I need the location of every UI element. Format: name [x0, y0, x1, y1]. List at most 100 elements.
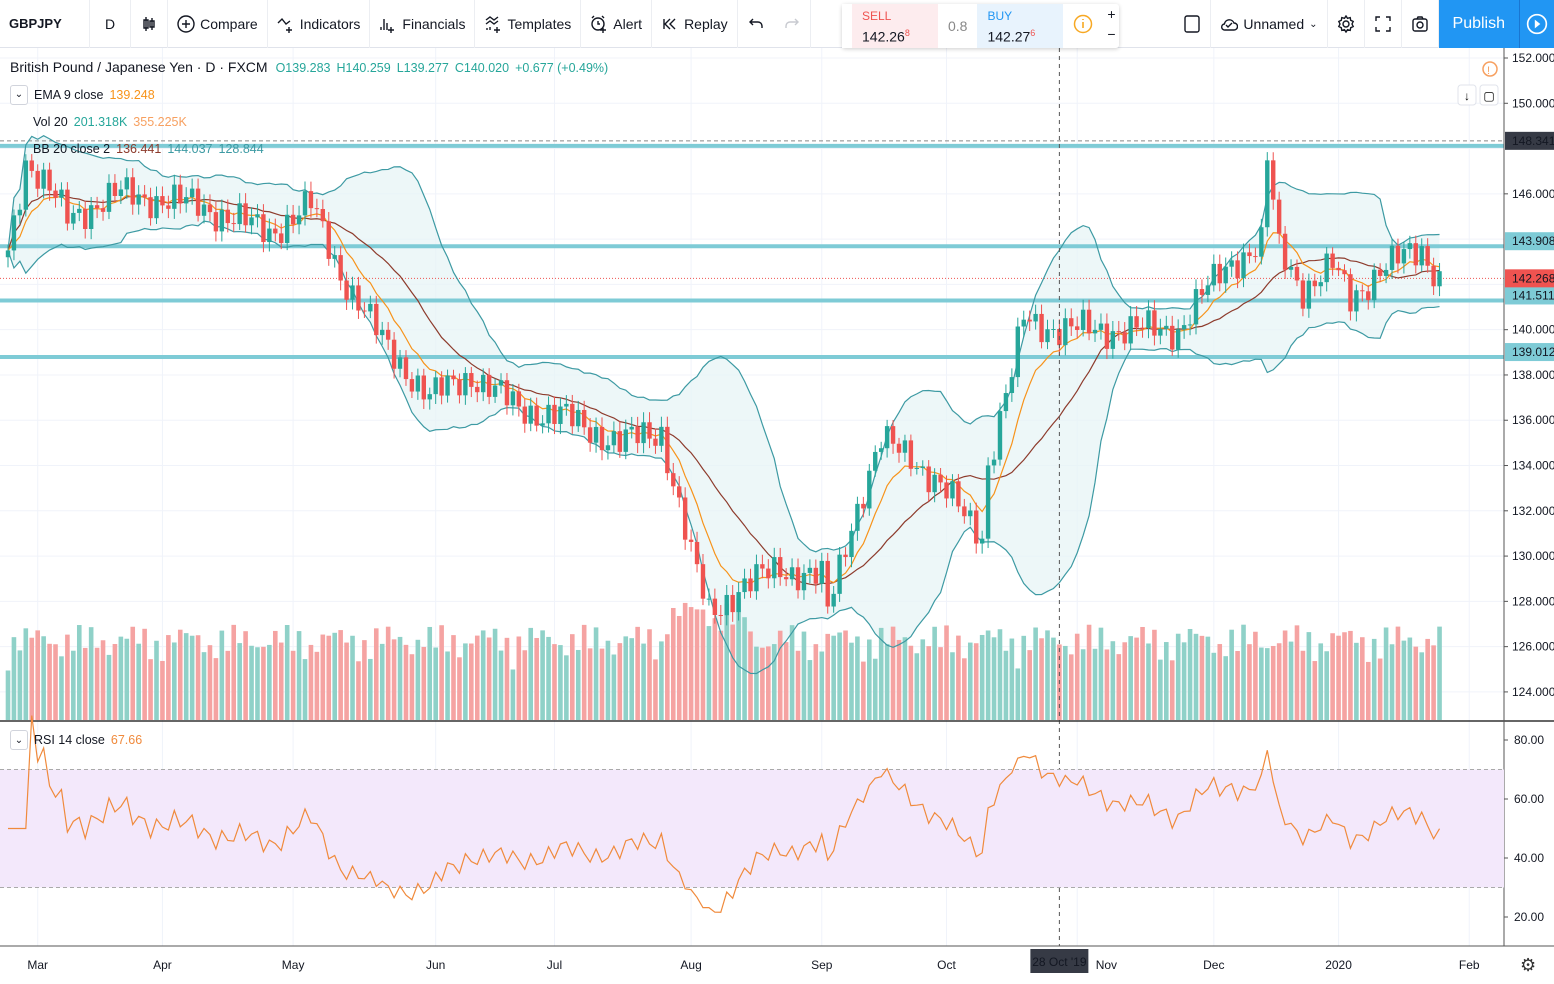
candle — [873, 445, 878, 477]
volume-bar — [712, 618, 718, 720]
alert-button[interactable]: Alert — [581, 0, 653, 48]
candle — [552, 396, 557, 435]
volume-bar — [261, 646, 266, 720]
info-button[interactable] — [1063, 4, 1103, 48]
rsi-legend[interactable]: ⌄ RSI 14 close 67.66 — [10, 730, 142, 750]
bb-legend[interactable]: BB 20 close 2 136.441 144.037 128.844 — [33, 141, 264, 156]
time-axis-label: Jun — [426, 958, 445, 972]
collapse-rsi-button[interactable]: ⌄ — [10, 730, 28, 750]
candle-body — [492, 385, 498, 397]
volume-bar — [391, 639, 397, 720]
candle-body — [920, 466, 925, 469]
publish-video-button[interactable] — [1520, 0, 1554, 48]
layout-name-button[interactable]: Unnamed ⌄ — [1211, 0, 1328, 48]
volume-bar — [1098, 627, 1104, 720]
sell-price: 142.268 — [862, 28, 910, 45]
settings-button[interactable] — [1328, 0, 1365, 48]
candle-body — [1170, 325, 1175, 350]
indicators-icon — [277, 17, 292, 33]
collapse-legend-button[interactable]: ⌄ — [10, 84, 28, 105]
candle-body — [979, 538, 985, 544]
quantity-stepper[interactable]: + − — [1103, 4, 1119, 48]
candle-body — [178, 184, 183, 204]
candle-body — [65, 189, 70, 224]
candle-body — [682, 497, 688, 540]
snapshot-button[interactable] — [1402, 0, 1439, 48]
fullscreen-button[interactable] — [1365, 0, 1402, 48]
volume-bar — [445, 651, 450, 720]
volume-bar — [736, 598, 741, 720]
candle-body — [112, 182, 118, 197]
financials-button[interactable]: Financials — [370, 0, 476, 48]
redo-button[interactable] — [774, 0, 811, 48]
candle — [17, 203, 23, 224]
rsi-tick-label: 60.00 — [1514, 792, 1544, 806]
volume-bar — [730, 624, 735, 720]
candle-body — [671, 473, 676, 487]
volume-bar — [837, 632, 842, 720]
candle — [457, 373, 462, 404]
buy-button[interactable]: BUY 142.276 — [977, 4, 1064, 48]
price-tick-label: 128.000 — [1512, 594, 1554, 608]
volume-bar — [593, 627, 599, 720]
volume-bar — [777, 630, 783, 720]
candle-body — [932, 474, 937, 493]
candle — [1223, 257, 1228, 293]
ema-legend[interactable]: ⌄ EMA 9 close 139.248 — [10, 81, 608, 108]
candle — [795, 558, 801, 599]
plus-icon[interactable]: + — [1107, 6, 1116, 22]
candle-body — [267, 228, 272, 243]
undo-button[interactable] — [738, 0, 774, 48]
volume-bar — [1235, 651, 1240, 720]
volume-bar — [1425, 638, 1430, 720]
candle-body — [166, 205, 171, 209]
candle-body — [546, 404, 551, 424]
candle-body — [380, 329, 385, 336]
volume-bar — [985, 630, 991, 720]
candle — [1045, 319, 1050, 350]
axis-settings-gear-icon[interactable]: ⚙ — [1520, 955, 1536, 975]
volume-bar — [635, 626, 640, 720]
volume-bar — [439, 625, 444, 720]
volume-bar — [278, 642, 284, 720]
candle — [534, 397, 539, 432]
volume-bar — [1253, 631, 1258, 720]
chart-type-button[interactable] — [131, 0, 169, 48]
candle — [587, 418, 593, 452]
volume-bar — [1074, 633, 1080, 720]
candle-body — [1235, 260, 1240, 279]
replay-button[interactable]: Replay — [652, 0, 738, 48]
candle — [59, 182, 64, 207]
candle-body — [5, 250, 11, 258]
symbol-search-button[interactable]: GBPJPY — [0, 0, 90, 48]
volume-bar — [350, 635, 355, 720]
auto-scale-button[interactable]: ▢ — [1479, 84, 1499, 106]
indicators-button[interactable]: Indicators — [268, 0, 371, 48]
compare-button[interactable]: Compare — [168, 0, 268, 48]
candle — [296, 205, 302, 235]
candle-body — [1134, 316, 1139, 328]
minus-icon[interactable]: − — [1107, 26, 1116, 42]
candle — [867, 463, 872, 516]
publish-button[interactable]: Publish — [1438, 0, 1520, 48]
candle — [1336, 261, 1341, 277]
volume-bar — [641, 643, 646, 720]
candle-body — [754, 564, 759, 592]
sell-button[interactable]: SELL 142.268 — [842, 4, 938, 48]
candle-body — [629, 426, 634, 430]
volume-bar — [5, 670, 11, 720]
volume-legend[interactable]: Vol 20 201.318K 355.225K — [33, 114, 187, 129]
candle-body — [469, 373, 474, 387]
multi-layout-button[interactable] — [1174, 0, 1212, 48]
scroll-to-latest-button[interactable]: ↓ — [1457, 84, 1477, 106]
sell-label: SELL — [862, 9, 892, 23]
templates-button[interactable]: Templates — [475, 0, 582, 48]
candle-body — [1247, 252, 1252, 257]
interval-button[interactable]: D — [90, 0, 132, 48]
candle-body — [659, 426, 664, 446]
volume-bar — [700, 609, 706, 720]
volume-bar — [1342, 632, 1347, 720]
volume-bar — [421, 646, 427, 720]
candle — [671, 462, 676, 496]
